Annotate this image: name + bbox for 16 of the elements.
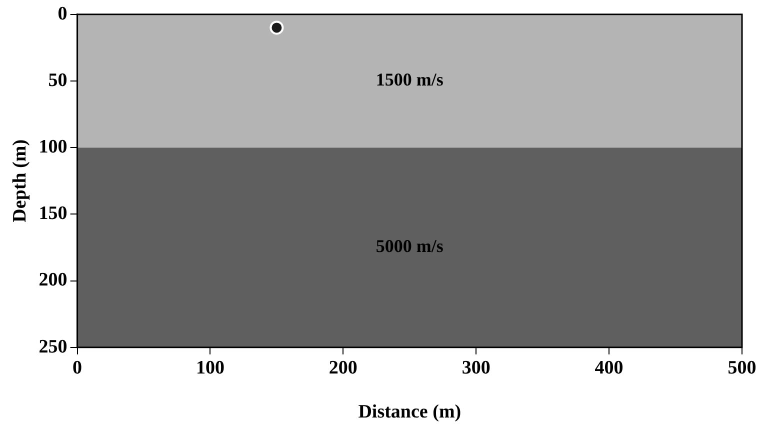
x-tick-label: 300 [462,358,490,379]
y-tick-label: 0 [58,3,68,24]
band-label: 1500 m/s [376,70,444,90]
x-tick-label: 200 [328,358,358,379]
y-axis-title: Depth (m) [9,139,30,222]
y-tick-label: 250 [38,336,68,358]
y-tick-label: 150 [38,203,68,224]
x-tick-label: 0 [72,358,82,379]
x-tick-label: 400 [594,358,624,379]
y-tick-label: 200 [38,270,68,291]
band-label: 5000 m/s [376,236,444,256]
x-axis-title: Distance (m) [358,402,462,423]
y-tick-label: 50 [48,70,68,91]
y-tick-label: 100 [38,136,68,158]
x-tick-label: 100 [196,358,224,379]
x-tick-label: 500 [728,358,756,379]
